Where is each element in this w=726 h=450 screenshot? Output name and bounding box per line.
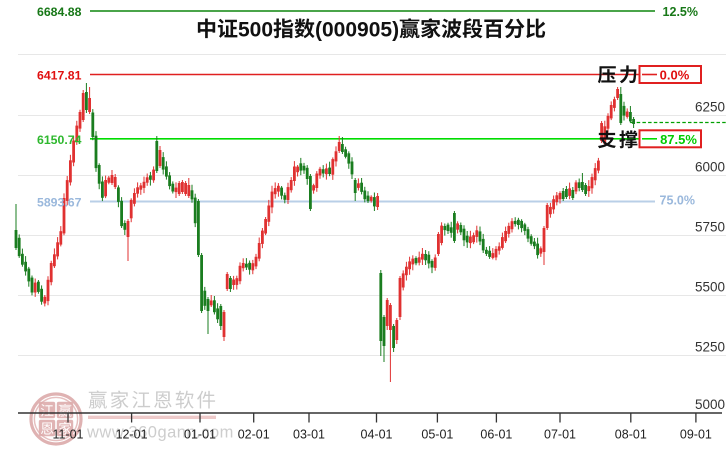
svg-text:www.360gann.com: www.360gann.com <box>86 424 234 442</box>
svg-text:09-01: 09-01 <box>680 428 712 442</box>
svg-text:06-01: 06-01 <box>480 428 512 442</box>
svg-text:6150.74: 6150.74 <box>37 133 82 147</box>
svg-text:6250: 6250 <box>695 99 725 114</box>
svg-text:01-01: 01-01 <box>184 428 216 442</box>
svg-text:02-01: 02-01 <box>238 428 270 442</box>
svg-text:12.5%: 12.5% <box>663 5 698 19</box>
svg-text:5893.67: 5893.67 <box>37 195 82 209</box>
svg-text:12-01: 12-01 <box>116 428 148 442</box>
svg-text:03-01: 03-01 <box>293 428 325 442</box>
svg-text:6417.81: 6417.81 <box>37 68 82 82</box>
svg-text:5000: 5000 <box>695 397 725 412</box>
svg-text:05-01: 05-01 <box>421 428 453 442</box>
svg-text:5750: 5750 <box>695 219 725 234</box>
svg-text:04-01: 04-01 <box>361 428 393 442</box>
svg-text:5250: 5250 <box>695 339 725 354</box>
svg-text:07-01: 07-01 <box>544 428 576 442</box>
svg-text:0.0%: 0.0% <box>660 68 690 83</box>
svg-text:08-01: 08-01 <box>615 428 647 442</box>
svg-text:6684.88: 6684.88 <box>37 5 82 19</box>
svg-text:6000: 6000 <box>695 159 725 174</box>
svg-text:(000905): (000905) <box>315 18 399 41</box>
svg-text:500: 500 <box>238 18 273 41</box>
svg-text:11-01: 11-01 <box>52 428 83 442</box>
svg-text:87.5%: 87.5% <box>660 132 697 147</box>
svg-text:5500: 5500 <box>695 279 725 294</box>
svg-text:75.0%: 75.0% <box>660 194 695 208</box>
